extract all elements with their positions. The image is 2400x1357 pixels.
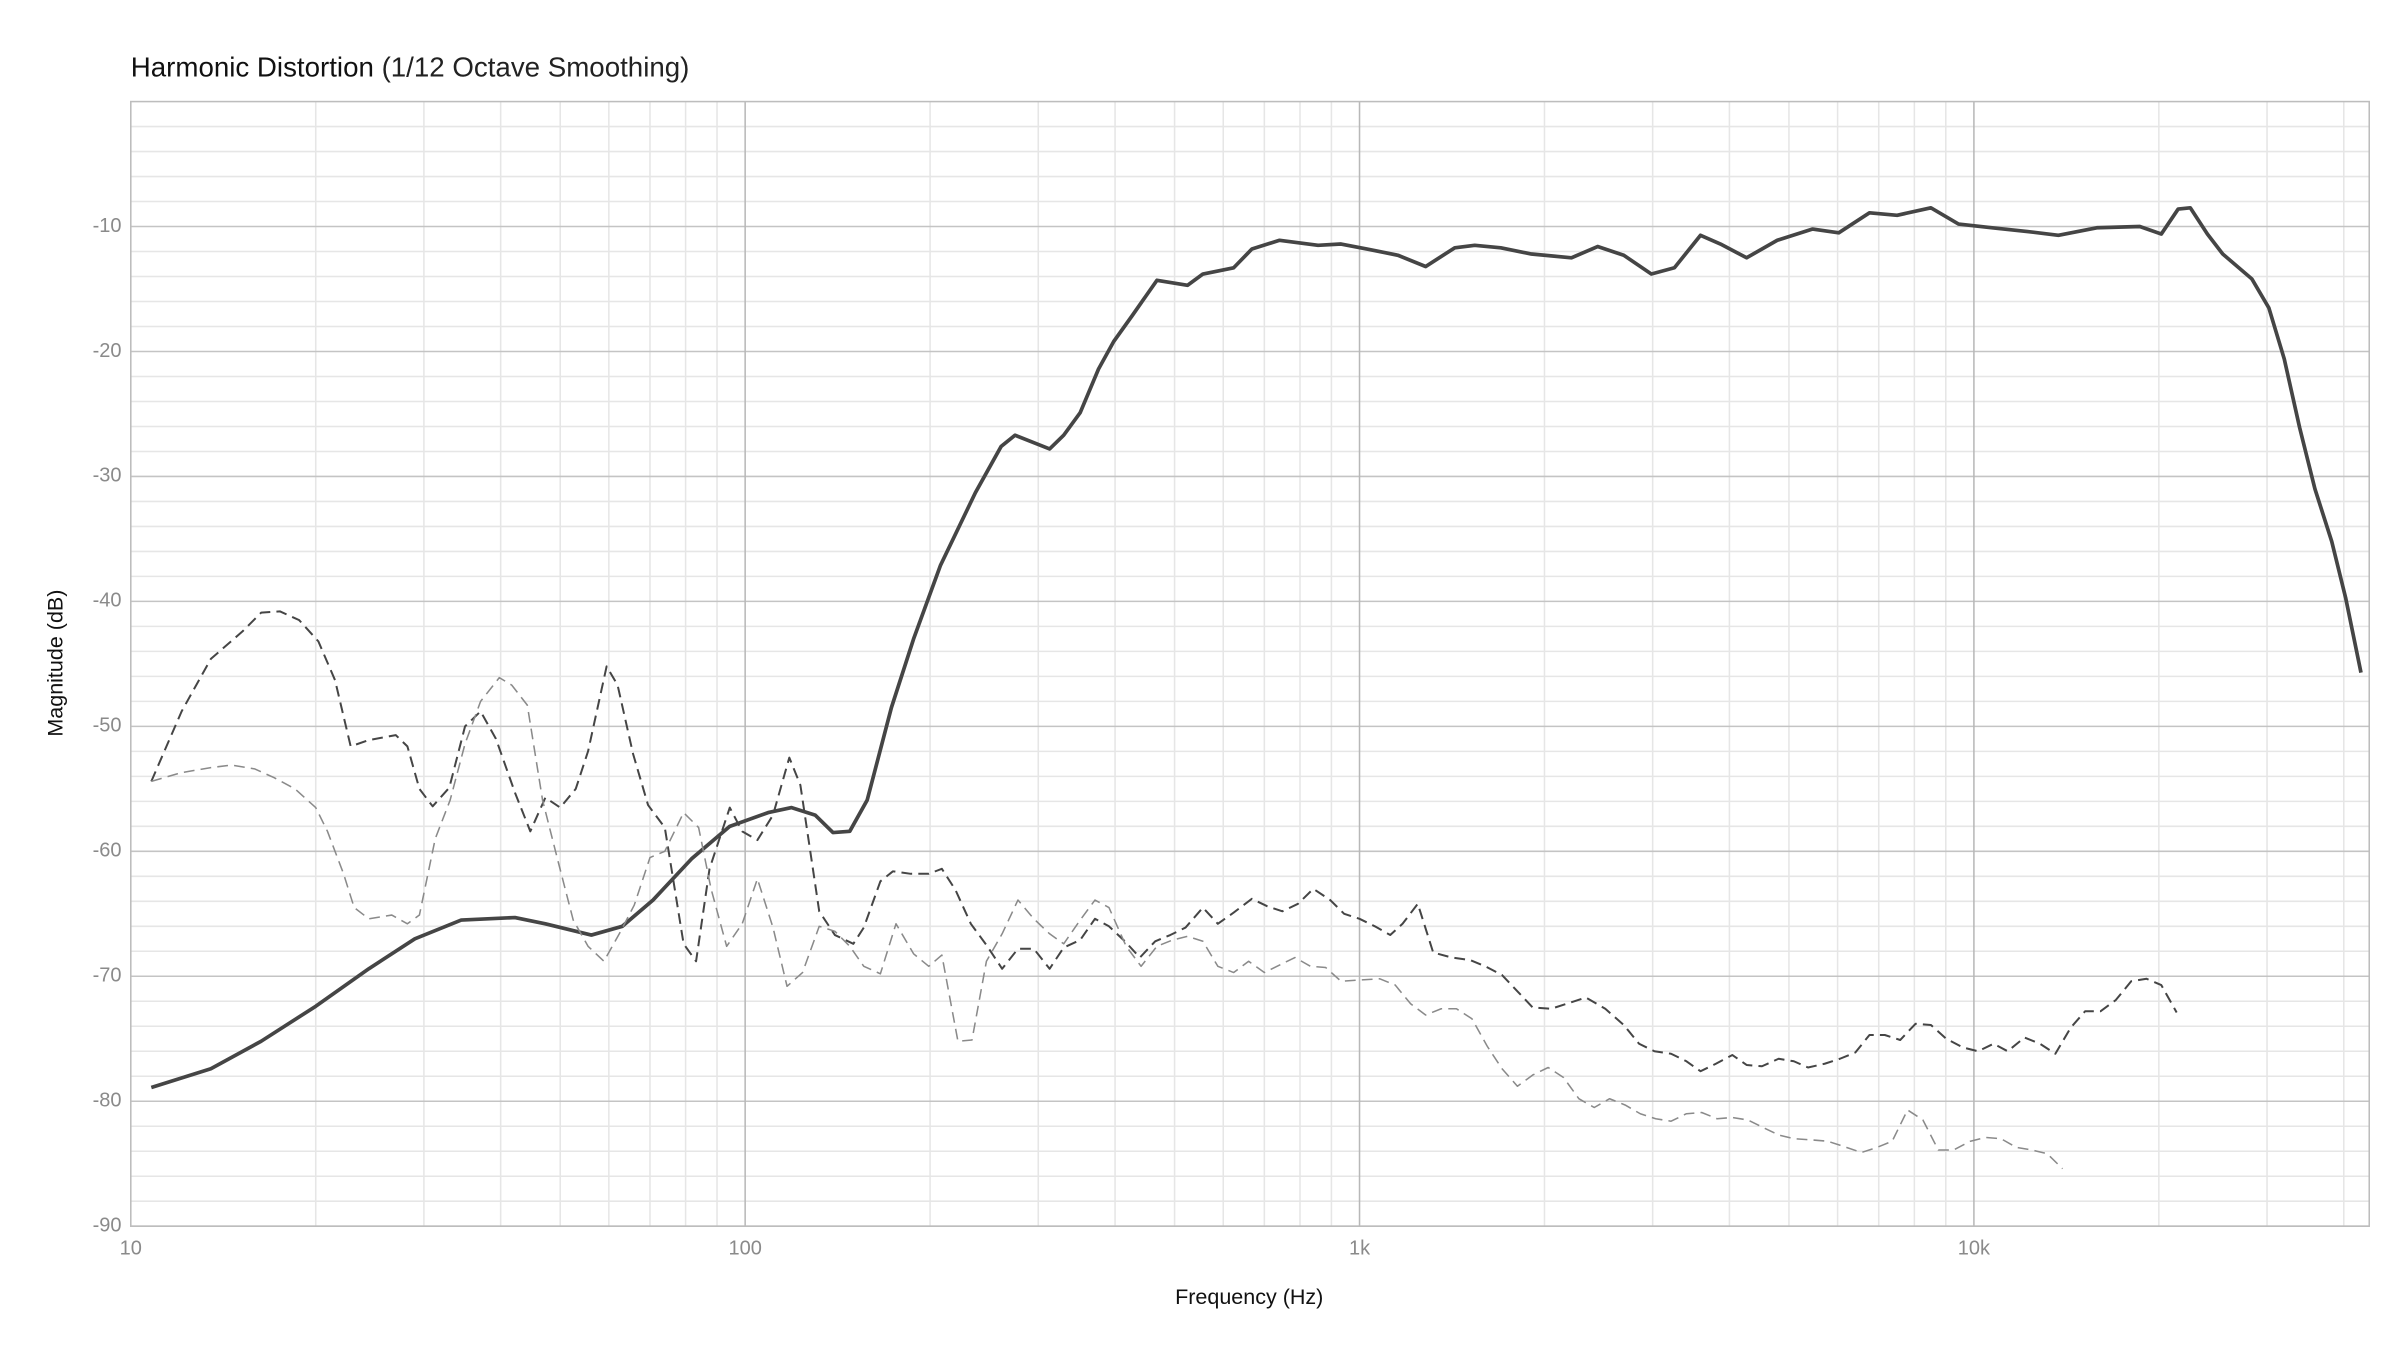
x-axis-label: Frequency (Hz) (1175, 1285, 1323, 1309)
chart-subtitle: (1/12 Octave Smoothing) (382, 52, 690, 83)
series-line (151, 676, 2064, 1170)
y-tick-label: -70 (93, 965, 122, 987)
chart-title: Harmonic Distortion (131, 52, 374, 83)
y-tick-label: -80 (93, 1090, 122, 1112)
y-tick-label: -60 (93, 840, 122, 862)
y-axis-label: Magnitude (dB) (44, 590, 68, 737)
plot-area (130, 101, 2370, 1227)
series-line (150, 610, 2178, 1073)
y-tick-label: -30 (93, 465, 122, 487)
title: Harmonic Distortion (1/12 Octave Smoothin… (131, 52, 690, 83)
x-tick-label: 10k (1958, 1238, 1991, 1260)
y-tick-label: -40 (93, 590, 122, 612)
y-tick-label: -20 (93, 340, 122, 362)
y-tick-label: -90 (93, 1214, 122, 1236)
grid (130, 101, 2370, 1227)
y-tick-label: -50 (93, 715, 122, 737)
x-tick-label: 1k (1349, 1238, 1371, 1260)
y-tick-label: -10 (93, 215, 122, 237)
series-line (150, 205, 2363, 1090)
x-tick-label: 100 (728, 1238, 761, 1260)
lines (150, 205, 2363, 1170)
plot-frame (130, 100, 2370, 1227)
x-tick-label: 10 (120, 1238, 142, 1260)
